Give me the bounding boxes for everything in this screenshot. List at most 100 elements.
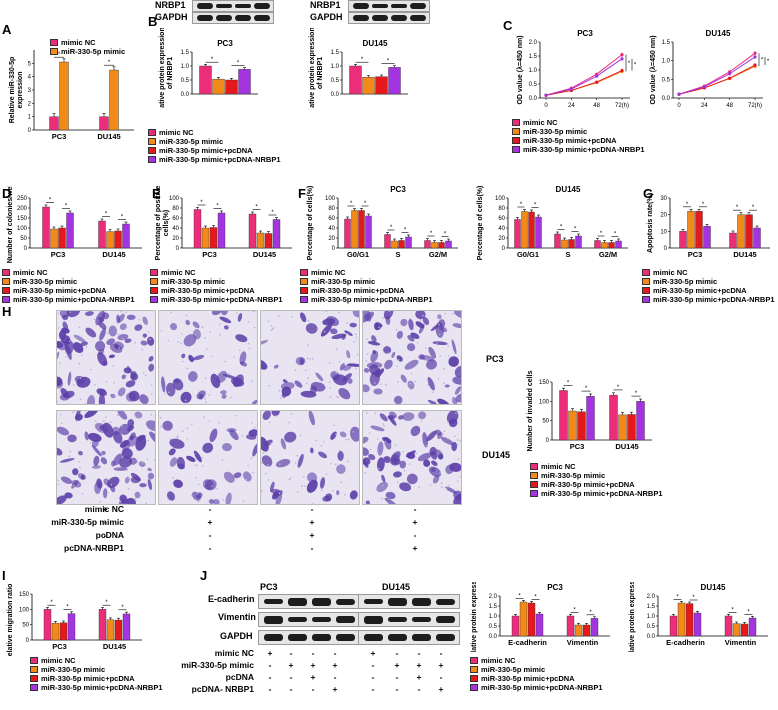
stained-cell	[86, 395, 96, 404]
legend-swatch	[2, 296, 10, 303]
y-tick-label: 1.0	[331, 64, 340, 70]
blot-strip	[358, 612, 460, 627]
stained-cell	[237, 312, 243, 322]
pore	[89, 441, 92, 444]
pore	[141, 462, 144, 464]
y-tick-label: 5	[28, 61, 32, 67]
pore	[113, 381, 115, 384]
pore	[261, 490, 263, 492]
legend-swatch	[530, 481, 538, 488]
stained-cell	[219, 316, 232, 324]
pore	[403, 469, 406, 472]
bar	[445, 240, 452, 249]
pore	[267, 464, 269, 466]
pore	[184, 399, 187, 402]
stained-cell	[192, 321, 200, 329]
pore	[320, 489, 323, 492]
stained-cell	[57, 495, 67, 504]
bar	[375, 76, 388, 95]
treatment-sign: -	[413, 504, 417, 514]
legend-label: miR-330-5p mimic+pcDNA	[13, 286, 107, 295]
y-tick-label: 0.5	[331, 78, 340, 84]
y-tick-label: 0.0	[662, 96, 671, 102]
legend-item: miR-330-5p mimic	[50, 47, 125, 56]
stained-cell	[134, 491, 141, 499]
blot-gapdh-du145	[348, 12, 430, 24]
pore	[278, 389, 281, 392]
stained-cell	[130, 371, 137, 380]
pore	[364, 471, 366, 474]
y-tick-label: 0.0	[647, 634, 656, 640]
pore	[57, 483, 59, 486]
stained-cell	[183, 334, 197, 347]
y-tick-label: 1.0	[489, 614, 498, 620]
legend-label: miR-330-5p mimic+pcDNA	[311, 286, 405, 295]
pore	[153, 459, 155, 461]
stained-cell	[376, 481, 388, 493]
pore	[59, 362, 61, 365]
x-tick-label: G0/G1	[517, 250, 539, 259]
y-axis-label: Percentage of cells(%)	[477, 186, 484, 260]
blot-band	[388, 617, 407, 622]
significance-star: *	[560, 225, 563, 231]
x-tick-label: 0	[677, 103, 681, 109]
pore	[252, 311, 255, 313]
blot-label-gapdh-du145: GAPDH	[310, 12, 343, 22]
pore	[224, 377, 227, 379]
pore	[311, 358, 314, 360]
bar	[521, 211, 528, 249]
stained-cell	[368, 453, 376, 461]
pore	[136, 461, 139, 464]
legend-item: miR-330-5p mimic+pcDNA-NRBP1	[530, 489, 663, 498]
stained-cell	[174, 378, 180, 384]
legend-label: miR-330-5p mimic	[161, 277, 226, 286]
stained-cell	[216, 370, 228, 383]
stained-cell	[221, 311, 228, 316]
pore	[334, 463, 337, 466]
pore	[57, 401, 59, 403]
y-tick-label: 0.5	[529, 82, 538, 88]
stained-cell	[453, 490, 461, 501]
pore	[116, 442, 119, 445]
stained-cell	[407, 380, 415, 390]
stained-cell	[162, 420, 173, 431]
significance-star: *	[58, 52, 61, 58]
stained-cell	[396, 330, 403, 339]
pore	[440, 482, 443, 485]
stained-cell	[319, 477, 326, 489]
pore	[93, 383, 96, 386]
blot-band	[436, 616, 455, 623]
pore	[73, 484, 75, 487]
panel-label-g: G	[643, 186, 654, 201]
y-tick-label: 150	[539, 380, 550, 386]
y-tick-label: 40	[172, 226, 179, 232]
bar	[528, 211, 535, 249]
legend-swatch	[148, 138, 156, 145]
significance-star: *	[271, 210, 274, 216]
chart-title: DU145	[701, 583, 726, 592]
series-line	[545, 58, 623, 96]
stained-cell	[261, 340, 268, 346]
legend-swatch	[2, 278, 10, 285]
blot-band	[288, 634, 307, 641]
stained-cell	[326, 316, 339, 327]
blot-band	[312, 634, 331, 641]
y-axis-label-line: Relative miR-330-5p	[9, 57, 16, 124]
micro-row-label-pc3: PC3	[486, 354, 504, 364]
bar	[193, 209, 202, 249]
legend-item: miR-330-5p mimic+pcDNA	[530, 480, 663, 489]
pore	[253, 326, 256, 329]
stained-cell	[113, 467, 128, 471]
stained-cell	[423, 459, 431, 467]
x-tick-label: PC3	[52, 642, 67, 651]
stained-cell	[445, 486, 457, 494]
stained-cell	[125, 497, 136, 504]
stained-cell	[173, 479, 184, 488]
pore	[374, 382, 376, 384]
pore	[366, 353, 369, 355]
significance-star: *	[108, 60, 111, 66]
legend-swatch	[148, 156, 156, 163]
legend-item: miR-330-5p mimic+pcDNA-NRBP1	[148, 155, 281, 164]
treatment-sign: -	[333, 672, 337, 682]
stained-cell	[134, 324, 143, 331]
